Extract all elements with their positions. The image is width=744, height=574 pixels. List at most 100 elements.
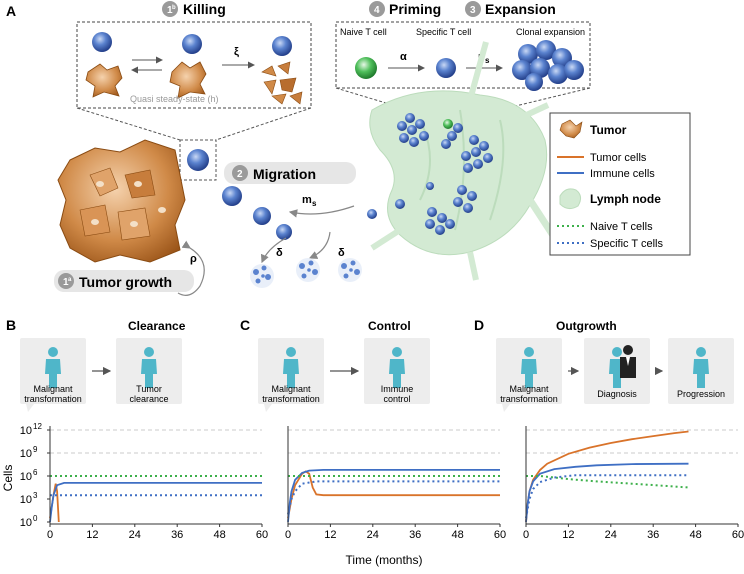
killing-zoom-box bbox=[179, 139, 217, 181]
killing-zoom-line-left bbox=[76, 107, 181, 141]
scenario-title-control: Control bbox=[368, 319, 411, 333]
stage-label: Malignant bbox=[509, 384, 549, 394]
clonal-expansion-cluster bbox=[512, 40, 584, 91]
lymph-node-t-cells bbox=[367, 113, 493, 235]
chart-outgrowth: 0 12 24 36 48 60 bbox=[523, 426, 744, 541]
legend-specific-label: Specific T cells bbox=[590, 238, 663, 250]
y-tick-exponent: 6 bbox=[33, 468, 38, 477]
specific-t-cell-label: Specific T cell bbox=[416, 27, 471, 37]
x-tick-label: 36 bbox=[171, 529, 183, 541]
killing-box bbox=[76, 21, 312, 109]
patient-icon bbox=[45, 347, 61, 388]
delta-right-label: δ bbox=[338, 247, 345, 259]
x-tick-label: 48 bbox=[451, 529, 463, 541]
x-tick-label: 12 bbox=[324, 529, 336, 541]
expansion-title: Expansion bbox=[485, 1, 556, 17]
y-tick-label: 10 bbox=[20, 494, 32, 506]
dead-immune-cell-3 bbox=[338, 258, 362, 282]
series-tumor-cells bbox=[525, 430, 689, 523]
expansion-badge: 3 bbox=[470, 5, 476, 16]
chart-control: 0 12 24 36 48 60 bbox=[285, 426, 506, 541]
x-tick-label: 60 bbox=[256, 529, 268, 541]
stage-label: Tumor bbox=[136, 384, 162, 394]
tumor-infiltrating-t-cell bbox=[187, 149, 209, 171]
patient-icon bbox=[389, 347, 405, 388]
killing-dead-tumor bbox=[261, 61, 303, 105]
killing-header: 1 b Killing bbox=[162, 1, 226, 17]
y-tick-exponent: 12 bbox=[33, 422, 42, 431]
migration-title: Migration bbox=[253, 166, 316, 182]
killing-t-cell bbox=[92, 32, 112, 52]
stage-label: Malignant bbox=[33, 384, 73, 394]
legend-tumor-cells-label: Tumor cells bbox=[590, 152, 647, 164]
priming-header: 4 Priming bbox=[369, 1, 441, 17]
legend-tumor-label: Tumor bbox=[590, 123, 627, 137]
scenario-title-outgrowth: Outgrowth bbox=[556, 319, 617, 333]
x-tick-label: 24 bbox=[129, 529, 141, 541]
series-naive-t-cells bbox=[526, 475, 689, 489]
ps-sub: s bbox=[485, 56, 490, 65]
stage-label: clearance bbox=[129, 394, 168, 404]
stage-label: Diagnosis bbox=[597, 389, 637, 399]
series-specific-t-cells bbox=[525, 474, 689, 519]
expansion-header: 3 Expansion bbox=[465, 1, 556, 17]
x-tick-label: 48 bbox=[213, 529, 225, 541]
x-tick-label: 60 bbox=[732, 529, 744, 541]
patient-icon bbox=[283, 347, 299, 388]
series-specific-t-cells bbox=[287, 480, 500, 515]
x-tick-label: 36 bbox=[409, 529, 421, 541]
killing-badge-sub: b bbox=[172, 5, 176, 11]
stage-boxes: MalignanttransformationTumorclearanceMal… bbox=[20, 338, 734, 412]
clonal-expansion-label: Clonal expansion bbox=[516, 27, 585, 37]
stage-pointer bbox=[26, 404, 34, 412]
x-tick-label: 24 bbox=[367, 529, 379, 541]
legend-naive-label: Naive T cells bbox=[590, 221, 653, 233]
stage-box-2-1: Diagnosis bbox=[584, 338, 664, 404]
y-axis-label: Cells bbox=[1, 465, 15, 492]
patient-icon bbox=[521, 347, 537, 388]
legend-tumor-icon bbox=[559, 119, 583, 139]
stage-pointer bbox=[264, 404, 272, 412]
panel-letter-c: C bbox=[240, 317, 250, 333]
death-arrow-right bbox=[308, 231, 331, 259]
x-tick-label: 24 bbox=[605, 529, 617, 541]
killing-free-t-cell bbox=[272, 36, 292, 56]
killing-conjugate-t-cell bbox=[182, 34, 202, 54]
ms-label: m bbox=[302, 194, 312, 206]
alpha-label: α bbox=[400, 51, 407, 63]
migration-badge: 2 bbox=[237, 169, 243, 180]
stage-label: Malignant bbox=[271, 384, 311, 394]
stage-label: Progression bbox=[677, 389, 725, 399]
migrating-cell-2 bbox=[253, 207, 271, 225]
doctor-icon bbox=[620, 345, 636, 378]
legend-lymph-node-label: Lymph node bbox=[590, 192, 661, 206]
scenario-title-clearance: Clearance bbox=[128, 319, 186, 333]
naive-t-cell-label: Naive T cell bbox=[340, 27, 387, 37]
patient-icon bbox=[693, 347, 709, 388]
x-tick-label: 36 bbox=[647, 529, 659, 541]
priming-badge: 4 bbox=[374, 5, 380, 16]
priming-expansion-box bbox=[335, 21, 591, 89]
series-tumor-cells bbox=[287, 470, 500, 519]
tumor-growth-badge: 1 bbox=[63, 277, 69, 288]
x-tick-label: 0 bbox=[523, 529, 529, 541]
naive-t-cell bbox=[355, 57, 377, 79]
x-tick-label: 12 bbox=[86, 529, 98, 541]
migrating-cell-1 bbox=[222, 186, 242, 206]
legend-immune-cells-label: Immune cells bbox=[590, 168, 655, 180]
stage-label: Immune bbox=[381, 384, 414, 394]
panel-letter-b: B bbox=[6, 317, 16, 333]
killing-note: Quasi steady-state (h) bbox=[130, 94, 219, 104]
migrating-cell-3 bbox=[276, 224, 292, 240]
stage-label: control bbox=[383, 394, 410, 404]
x-tick-label: 0 bbox=[47, 529, 53, 541]
y-tick-exponent: 0 bbox=[33, 514, 38, 523]
series-immune-cells bbox=[525, 462, 689, 523]
stage-label: transformation bbox=[500, 394, 558, 404]
stage-box-2-2: Progression bbox=[668, 338, 734, 404]
